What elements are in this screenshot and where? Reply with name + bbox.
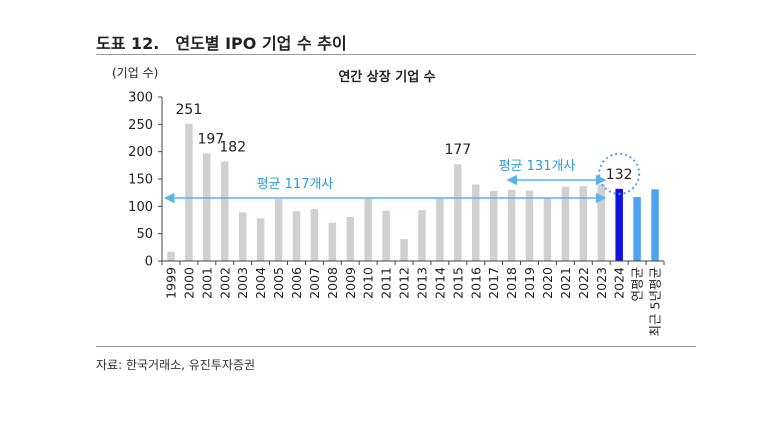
x-tick-label: 2017: [486, 267, 501, 299]
x-tick-label: 2002: [217, 267, 232, 299]
x-tick-label: 2024: [612, 267, 627, 299]
x-tick-label: 2005: [271, 267, 286, 299]
bar-2004: [256, 218, 265, 261]
x-tick-label: 2014: [432, 267, 447, 299]
x-tick-label: 2016: [468, 267, 483, 299]
x-tick-label: 2010: [361, 267, 376, 299]
y-axis-label: (기업 수): [112, 66, 158, 80]
bar-2013: [418, 210, 426, 261]
bar-2015: [454, 164, 462, 261]
x-tick-label: 최근 5년평균: [648, 267, 663, 336]
x-axis: 1999 2000 2001 2002 2003 2004 2005 2006 2007 2008…: [161, 260, 665, 336]
bar-2007: [310, 209, 319, 261]
figure-title-text: 연도별 IPO 기업 수 추이: [175, 34, 347, 53]
bar-2010: [364, 198, 372, 261]
bar-2001: [203, 153, 211, 261]
bars: [167, 123, 659, 261]
bar-2020: [543, 198, 552, 261]
bar-2016: [472, 184, 480, 261]
x-tick-label: 1999: [163, 267, 178, 299]
bar-2006: [292, 211, 301, 261]
bar-연평균: [633, 197, 641, 261]
data-label-2002: 182: [219, 140, 246, 156]
figure-title: 도표 12. 연도별 IPO 기업 수 추이: [96, 30, 347, 54]
x-tick-label: 2011: [379, 267, 394, 299]
data-label-2001: 197: [197, 131, 224, 147]
figure-number: 도표 12.: [96, 34, 160, 53]
x-tick-label: 2019: [522, 267, 537, 299]
x-tick-label: 2000: [181, 267, 196, 299]
bar-2003: [238, 212, 247, 261]
average-annotation: 평균 131개사: [499, 159, 576, 174]
annotations: 평균 117개사 평균 131개사: [163, 159, 607, 204]
x-tick-label: 2023: [594, 267, 609, 299]
bar-2014: [436, 197, 444, 261]
data-label-2024: 132: [606, 167, 633, 183]
y-tick-label: 0: [145, 255, 153, 270]
bar-2002: [221, 161, 229, 261]
y-tick-label: 150: [128, 173, 153, 188]
y-tick-label: 250: [128, 118, 153, 133]
title-rule: [96, 54, 696, 55]
x-tick-label: 2021: [558, 267, 573, 299]
bar-최근-5년평균: [651, 189, 659, 261]
bar-2000: [185, 123, 193, 261]
bar-2005: [274, 199, 283, 261]
x-tick-label: 2022: [576, 267, 591, 299]
data-label-2015: 177: [444, 142, 471, 158]
bar-2019: [525, 190, 534, 261]
x-tick-label: 2020: [540, 267, 555, 299]
data-label-2000: 251: [176, 102, 203, 118]
y-tick-label: 100: [128, 200, 153, 215]
x-tick-label: 연평균: [630, 267, 645, 302]
x-tick-label: 2001: [199, 267, 214, 299]
x-tick-label: 2013: [414, 267, 429, 299]
highlight-circle: [598, 152, 641, 195]
x-tick-label: 2015: [450, 267, 465, 299]
x-tick-label: 2006: [289, 267, 304, 299]
x-tick-label: 2004: [253, 267, 268, 299]
y-tick-label: 50: [136, 227, 153, 242]
y-axis: 0 50 100 150 200 250 300: [128, 91, 163, 270]
bar-2024: [615, 188, 623, 261]
bar-2021: [561, 186, 570, 261]
bar-2008: [328, 222, 337, 261]
bar-2009: [346, 216, 354, 261]
bar-2018: [507, 189, 516, 261]
bar-2023: [597, 184, 605, 261]
chart-title: 연간 상장 기업 수: [338, 69, 435, 85]
bar-2017: [489, 191, 498, 261]
y-tick-label: 300: [128, 91, 153, 106]
source-rule: [96, 346, 696, 347]
x-tick-label: 2009: [343, 267, 358, 299]
bar-2012: [400, 239, 408, 261]
bar-1999: [167, 251, 175, 261]
y-tick-label: 200: [128, 145, 153, 160]
source-note: 자료: 한국거래소, 유진투자증권: [96, 358, 256, 372]
bar-2011: [382, 210, 390, 261]
bar-2022: [579, 186, 588, 261]
average-annotation: 평균 117개사: [257, 177, 334, 192]
x-tick-label: 2018: [504, 267, 519, 299]
x-tick-label: 2012: [397, 267, 412, 299]
x-tick-label: 2003: [235, 267, 250, 299]
x-tick-label: 2008: [325, 267, 340, 299]
x-tick-label: 2007: [307, 267, 322, 299]
